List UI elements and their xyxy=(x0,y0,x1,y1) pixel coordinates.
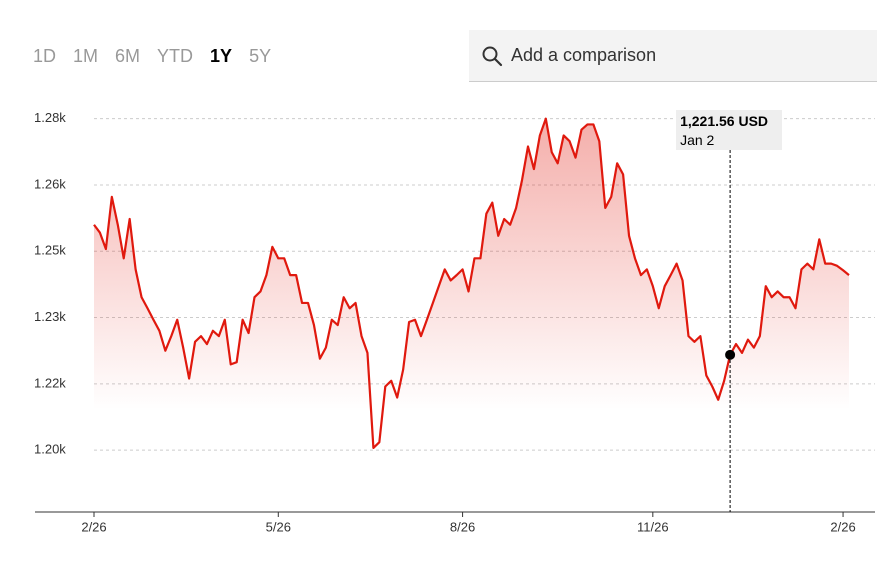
tooltip-value: 1,221.56 USD xyxy=(680,113,769,129)
x-tick-label: 11/26 xyxy=(637,519,669,534)
tooltip-date: Jan 2 xyxy=(680,132,715,148)
y-tick-label: 1.23k xyxy=(34,309,66,324)
search-placeholder: Add a comparison xyxy=(511,45,657,65)
search-icon xyxy=(482,46,503,66)
y-tick-label: 1.26k xyxy=(34,176,66,191)
area-fill xyxy=(94,118,849,448)
range-tab[interactable]: YTD xyxy=(157,46,194,66)
range-tab[interactable]: 1Y xyxy=(210,46,233,66)
y-tick-label: 1.28k xyxy=(34,110,66,125)
y-tick-label: 1.20k xyxy=(34,442,66,457)
comparison-search[interactable]: Add a comparison xyxy=(469,30,877,82)
range-tab[interactable]: 1M xyxy=(73,46,99,66)
x-tick-label: 2/26 xyxy=(81,519,106,534)
x-tick-label: 2/26 xyxy=(830,519,855,534)
y-tick-label: 1.25k xyxy=(34,243,66,258)
range-tab[interactable]: 1D xyxy=(33,46,57,66)
y-tick-label: 1.22k xyxy=(34,375,66,390)
hover-point xyxy=(725,349,736,360)
x-tick-label: 8/26 xyxy=(450,519,475,534)
range-tab[interactable]: 6M xyxy=(115,46,141,66)
price-line xyxy=(93,117,850,450)
tooltip: 1,221.56 USD Jan 2 xyxy=(676,110,783,150)
range-tabs: 1D 1M 6M YTD 1Y 5Y xyxy=(33,46,288,67)
range-tab[interactable]: 5Y xyxy=(249,46,272,66)
x-tick-label: 5/26 xyxy=(266,519,291,534)
